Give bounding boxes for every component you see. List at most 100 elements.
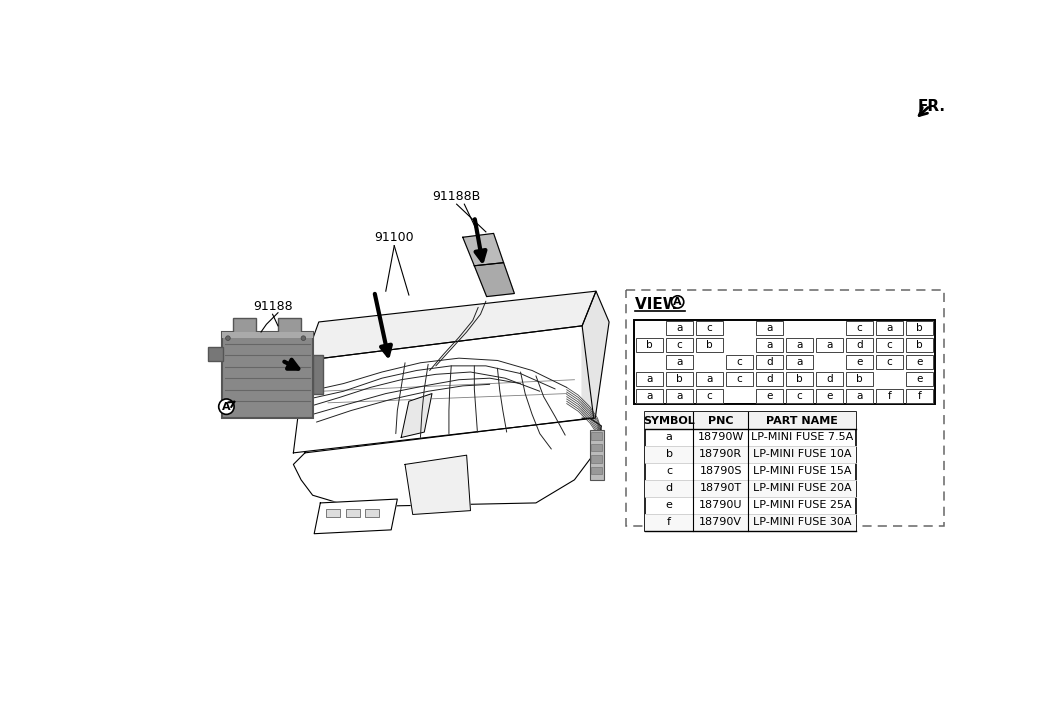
Text: 18790U: 18790U — [699, 500, 742, 510]
Bar — [208, 347, 223, 362]
Circle shape — [301, 336, 306, 340]
Text: a: a — [796, 340, 803, 350]
Bar — [279, 318, 301, 333]
Polygon shape — [401, 393, 432, 438]
Text: 18790S: 18790S — [699, 466, 742, 476]
Text: c: c — [707, 323, 712, 333]
Text: f: f — [668, 517, 671, 527]
Text: c: c — [887, 340, 893, 350]
Bar — [907, 338, 933, 352]
Polygon shape — [305, 291, 596, 361]
Bar — [233, 318, 256, 333]
Text: e: e — [827, 391, 833, 401]
Text: b: b — [916, 323, 923, 333]
Text: 91188B: 91188B — [433, 189, 480, 203]
Bar — [365, 509, 378, 517]
Text: b: b — [916, 340, 923, 350]
Text: e: e — [916, 357, 923, 367]
Text: a: a — [827, 340, 833, 350]
Bar — [907, 372, 933, 386]
Text: A: A — [673, 297, 682, 307]
Polygon shape — [583, 291, 609, 418]
Bar — [667, 355, 693, 369]
Bar — [667, 321, 693, 335]
Bar — [222, 332, 313, 338]
Text: 91188: 91188 — [253, 300, 292, 313]
Text: a: a — [766, 340, 773, 350]
Text: VIEW: VIEW — [636, 298, 686, 312]
Bar — [626, 290, 944, 526]
Bar — [846, 321, 873, 335]
Text: d: d — [826, 374, 833, 384]
Bar — [726, 372, 753, 386]
Bar — [907, 321, 933, 335]
Polygon shape — [315, 499, 398, 534]
Bar — [756, 338, 783, 352]
Bar — [726, 355, 753, 369]
Text: LP-MINI FUSE 7.5A: LP-MINI FUSE 7.5A — [752, 433, 854, 442]
Text: LP-MINI FUSE 20A: LP-MINI FUSE 20A — [753, 484, 851, 493]
Text: a: a — [707, 374, 713, 384]
Bar — [876, 355, 904, 369]
Text: c: c — [677, 340, 682, 350]
Text: LP-MINI FUSE 25A: LP-MINI FUSE 25A — [753, 500, 851, 510]
Bar — [846, 372, 873, 386]
Text: 18790V: 18790V — [699, 517, 742, 527]
Text: b: b — [665, 449, 673, 460]
Bar — [635, 319, 934, 404]
Polygon shape — [293, 418, 602, 507]
Polygon shape — [293, 326, 593, 453]
Text: 91100: 91100 — [374, 231, 415, 244]
Bar — [696, 338, 723, 352]
Text: a: a — [646, 391, 653, 401]
Text: a: a — [796, 357, 803, 367]
Bar — [313, 355, 323, 393]
Text: c: c — [707, 391, 712, 401]
Bar — [667, 372, 693, 386]
Text: f: f — [918, 391, 922, 401]
Bar — [696, 321, 723, 335]
Text: a: a — [766, 323, 773, 333]
Bar — [756, 389, 783, 403]
Text: SYMBOL: SYMBOL — [643, 415, 695, 425]
Bar — [816, 372, 843, 386]
Bar — [816, 338, 843, 352]
Text: a: a — [676, 357, 682, 367]
Bar — [787, 338, 813, 352]
Text: LP-MINI FUSE 10A: LP-MINI FUSE 10A — [753, 449, 851, 460]
Text: b: b — [857, 374, 863, 384]
Bar — [591, 455, 602, 463]
Text: PNC: PNC — [708, 415, 733, 425]
Text: e: e — [766, 391, 773, 401]
Bar — [645, 480, 857, 497]
Bar — [645, 412, 857, 429]
Text: a: a — [665, 433, 673, 442]
Bar — [590, 430, 604, 480]
Text: b: b — [676, 374, 682, 384]
Bar — [876, 338, 904, 352]
Text: LP-MINI FUSE 15A: LP-MINI FUSE 15A — [753, 466, 851, 476]
Bar — [756, 321, 783, 335]
Text: c: c — [887, 357, 893, 367]
Circle shape — [672, 295, 684, 308]
Text: a: a — [676, 323, 682, 333]
Text: 18790R: 18790R — [699, 449, 742, 460]
Bar — [696, 372, 723, 386]
Text: f: f — [888, 391, 892, 401]
Text: b: b — [706, 340, 713, 350]
Circle shape — [225, 336, 231, 340]
Text: FR.: FR. — [917, 99, 946, 115]
Text: e: e — [916, 374, 923, 384]
Text: e: e — [857, 357, 863, 367]
Bar — [876, 389, 904, 403]
Text: c: c — [737, 374, 742, 384]
Text: a: a — [646, 374, 653, 384]
Bar — [636, 372, 663, 386]
Bar — [787, 372, 813, 386]
Bar — [667, 338, 693, 352]
Bar — [645, 514, 857, 531]
Text: 18790T: 18790T — [699, 484, 742, 493]
Bar — [816, 389, 843, 403]
Bar — [636, 389, 663, 403]
Text: a: a — [887, 323, 893, 333]
